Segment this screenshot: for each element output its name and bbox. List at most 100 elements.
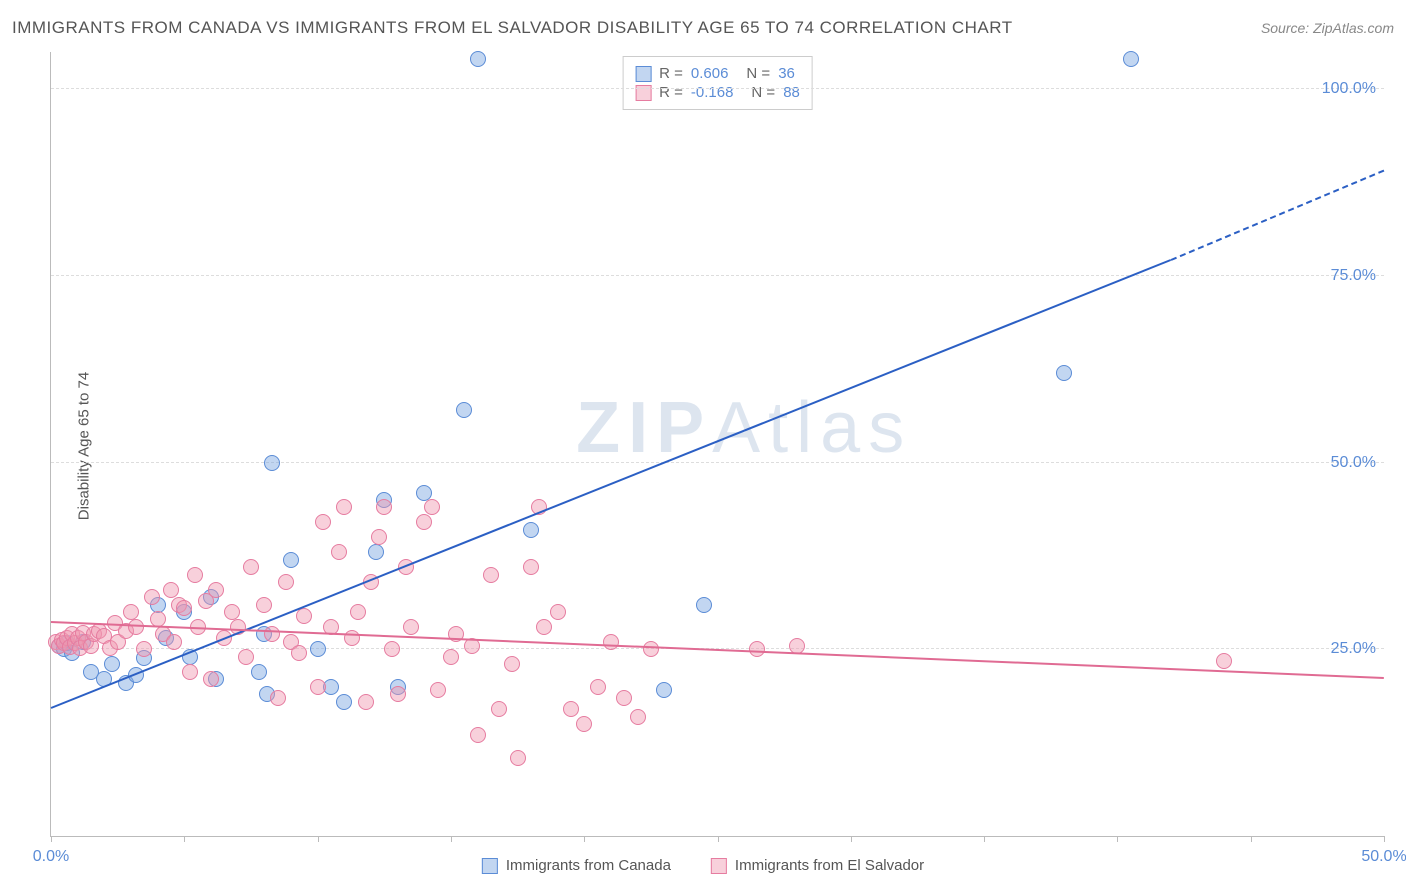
corr-r-label: R = [659,65,683,82]
data-point [456,402,472,418]
x-tick [1384,836,1385,842]
data-point [243,559,259,575]
data-point [310,679,326,695]
swatch-blue [482,858,498,874]
data-point [123,604,139,620]
data-point [384,641,400,657]
data-point [403,619,419,635]
data-point [523,522,539,538]
corr-r-elsalvador: -0.168 [691,84,734,101]
legend-item-canada: Immigrants from Canada [482,857,671,874]
data-point [563,701,579,717]
gridline [51,88,1384,89]
data-point [278,574,294,590]
data-point [1056,365,1072,381]
data-point [336,694,352,710]
source-attribution: Source: ZipAtlas.com [1261,20,1394,36]
data-point [358,694,374,710]
data-point [416,485,432,501]
data-point [256,597,272,613]
data-point [187,567,203,583]
data-point [656,682,672,698]
data-point [368,544,384,560]
data-point [336,499,352,515]
data-point [203,671,219,687]
data-point [603,634,619,650]
data-point [166,634,182,650]
legend-label: Immigrants from El Salvador [735,857,924,874]
data-point [643,641,659,657]
data-point [238,649,254,665]
data-point [144,589,160,605]
x-tick [851,836,852,842]
corr-row-elsalvador: R = -0.168 N = 88 [635,84,800,101]
y-tick-label: 25.0% [1323,640,1376,658]
data-point [296,608,312,624]
data-point [576,716,592,732]
data-point [536,619,552,635]
data-point [510,750,526,766]
data-point [630,709,646,725]
x-tick [318,836,319,842]
data-point [424,499,440,515]
corr-n-canada: 36 [778,65,795,82]
data-point [264,626,280,642]
data-point [749,641,765,657]
x-tick [1251,836,1252,842]
data-point [1216,653,1232,669]
data-point [416,514,432,530]
x-tick [51,836,52,842]
x-tick [984,836,985,842]
corr-n-label: N = [746,65,770,82]
data-point [470,727,486,743]
y-tick-label: 75.0% [1323,267,1376,285]
data-point [470,51,486,67]
data-point [208,582,224,598]
data-point [430,682,446,698]
corr-n-label: N = [751,84,775,101]
y-tick-label: 50.0% [1323,454,1376,472]
swatch-pink [711,858,727,874]
data-point [315,514,331,530]
x-tick [451,836,452,842]
data-point [504,656,520,672]
correlation-legend-box: R = 0.606 N = 36 R = -0.168 N = 88 [622,56,813,110]
x-tick [718,836,719,842]
data-point [616,690,632,706]
bottom-legend: Immigrants from Canada Immigrants from E… [482,857,924,874]
data-point [371,529,387,545]
data-point [251,664,267,680]
gridline [51,275,1384,276]
legend-item-elsalvador: Immigrants from El Salvador [711,857,924,874]
data-point [523,559,539,575]
data-point [291,645,307,661]
data-point [104,656,120,672]
data-point [390,686,406,702]
corr-n-elsalvador: 88 [783,84,800,101]
data-point [483,567,499,583]
data-point [270,690,286,706]
data-point [163,582,179,598]
data-point [310,641,326,657]
data-point [491,701,507,717]
data-point [550,604,566,620]
gridline [51,462,1384,463]
x-tick-label: 0.0% [33,848,69,866]
data-point [350,604,366,620]
data-point [136,641,152,657]
corr-r-label: R = [659,84,683,101]
data-point [128,619,144,635]
legend-label: Immigrants from Canada [506,857,671,874]
data-point [224,604,240,620]
x-tick [184,836,185,842]
swatch-blue [635,66,651,82]
scatter-plot-area: ZIPAtlas R = 0.606 N = 36 R = -0.168 N =… [50,52,1384,837]
data-point [182,664,198,680]
swatch-pink [635,85,651,101]
data-point [264,455,280,471]
data-point [331,544,347,560]
data-point [590,679,606,695]
data-point [696,597,712,613]
x-tick [1117,836,1118,842]
x-tick [584,836,585,842]
